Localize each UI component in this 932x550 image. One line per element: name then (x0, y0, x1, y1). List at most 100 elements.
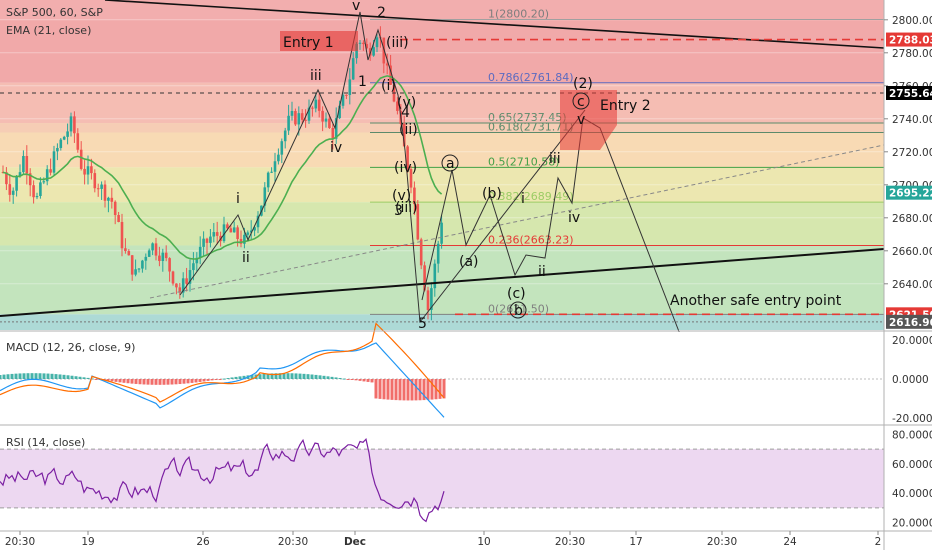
wave-label: ii (538, 264, 546, 280)
fib-level-label: 1(2800.20) (488, 7, 549, 20)
macd-histogram-bar (206, 379, 210, 381)
macd-histogram-bar (154, 379, 158, 385)
macd-histogram-bar (118, 379, 122, 383)
dashed-channel-line (149, 144, 885, 299)
candle-body (334, 118, 338, 139)
symbol-legend[interactable]: S&P 500, 60, S&P (6, 6, 103, 19)
entry2-label: Entry 2 (600, 98, 651, 114)
macd-histogram-bar (78, 376, 82, 379)
rsi-tick-label: 20.0000 (892, 518, 932, 530)
macd-histogram-bar (414, 379, 418, 401)
wave-label: 3 (394, 203, 403, 219)
candle-body (263, 187, 267, 206)
candle-body (100, 184, 103, 189)
fib-level-label: 0.786(2761.84) (488, 71, 574, 84)
macd-histogram-bar (170, 379, 174, 385)
candle-body (389, 65, 392, 85)
candle-body (396, 101, 399, 111)
macd-histogram-bar (274, 373, 278, 379)
candle-body (277, 154, 280, 162)
macd-histogram-bar (34, 373, 38, 379)
wave-label-circle (572, 92, 590, 110)
wave-label: i (521, 191, 525, 207)
candle-body (79, 149, 83, 169)
candle-body (168, 258, 171, 272)
macd-histogram-bar (402, 379, 406, 401)
candle-body (372, 47, 375, 56)
candle-body (209, 236, 212, 243)
candle-body (188, 270, 192, 284)
price-tick-label: 2720.00 (892, 147, 932, 159)
wave-label: (2) (573, 76, 593, 92)
wave-label: (ii) (399, 122, 418, 138)
fib-level-label: 0(2621.50) (488, 302, 549, 315)
candle-body (331, 127, 335, 139)
macd-histogram-bar (10, 373, 14, 379)
wave-label: (c) (507, 286, 526, 302)
candle-body (436, 243, 440, 264)
macd-histogram-bar (50, 373, 54, 379)
macd-histogram-bar (142, 379, 146, 385)
candle-body (402, 123, 406, 147)
macd-histogram-bar (2, 374, 6, 379)
candle-body (413, 187, 416, 205)
price-label: 2755.64 (889, 88, 932, 100)
macd-histogram-bar (242, 375, 246, 379)
candle-body (256, 215, 260, 228)
candle-body (113, 201, 117, 216)
candle-body (8, 184, 12, 195)
price-label: 2788.03 (889, 35, 932, 47)
macd-histogram-bar (270, 373, 274, 379)
macd-histogram-bar (346, 379, 350, 380)
candle-body (314, 99, 318, 109)
ema-legend[interactable]: EMA (21, close) (6, 24, 92, 37)
candle-body (56, 147, 59, 152)
macd-histogram-bar (278, 373, 282, 379)
candle-body (18, 172, 22, 176)
candle-body (406, 146, 409, 170)
candle-body (440, 222, 443, 244)
macd-histogram-bar (390, 379, 394, 400)
candle-body (287, 115, 290, 131)
candle-body (365, 44, 369, 49)
wave-label: 1 (358, 74, 367, 90)
macd-histogram-bar (418, 379, 422, 401)
price-tick-label: 2660.00 (892, 246, 932, 258)
macd-histogram-bar (22, 373, 26, 379)
macd-histogram-bar (178, 379, 182, 385)
candle-body (375, 37, 379, 48)
macd-histogram-bar (290, 373, 294, 379)
macd-histogram-bar (202, 379, 206, 382)
wave-label: b (514, 303, 523, 319)
candle-body (147, 250, 151, 257)
forecast-rise-line (419, 109, 586, 323)
macd-histogram-bar (62, 374, 66, 379)
price-label-box (886, 185, 932, 200)
candle-body (433, 263, 437, 289)
fib-zone-top (0, 0, 884, 20)
candle-body (158, 255, 161, 262)
macd-histogram-bar (222, 378, 226, 380)
macd-histogram-bar (18, 373, 22, 379)
rsi-tick-label: 80.0000 (892, 429, 932, 441)
candle-body (130, 255, 134, 275)
wave-label: ii (242, 250, 250, 266)
rsi-legend[interactable]: RSI (14, close) (6, 436, 86, 449)
candle-body (198, 246, 202, 258)
price-label-box (886, 314, 932, 329)
candle-body (232, 227, 236, 233)
candle-body (338, 105, 341, 119)
macd-histogram-bar (158, 379, 162, 385)
macd-tick-label: -20.0000 (892, 413, 932, 425)
candle-body (416, 204, 420, 240)
macd-histogram-bar (58, 374, 62, 379)
macd-histogram-bar (122, 379, 126, 383)
macd-legend[interactable]: MACD (12, 26, close, 9) (6, 341, 136, 354)
macd-histogram-bar (398, 379, 402, 401)
time-tick-label: 26 (196, 536, 210, 548)
candle-body (164, 252, 168, 259)
price-label-box (886, 85, 932, 100)
time-tick-label: 20:30 (707, 536, 737, 548)
macd-histogram-bar (234, 376, 238, 379)
